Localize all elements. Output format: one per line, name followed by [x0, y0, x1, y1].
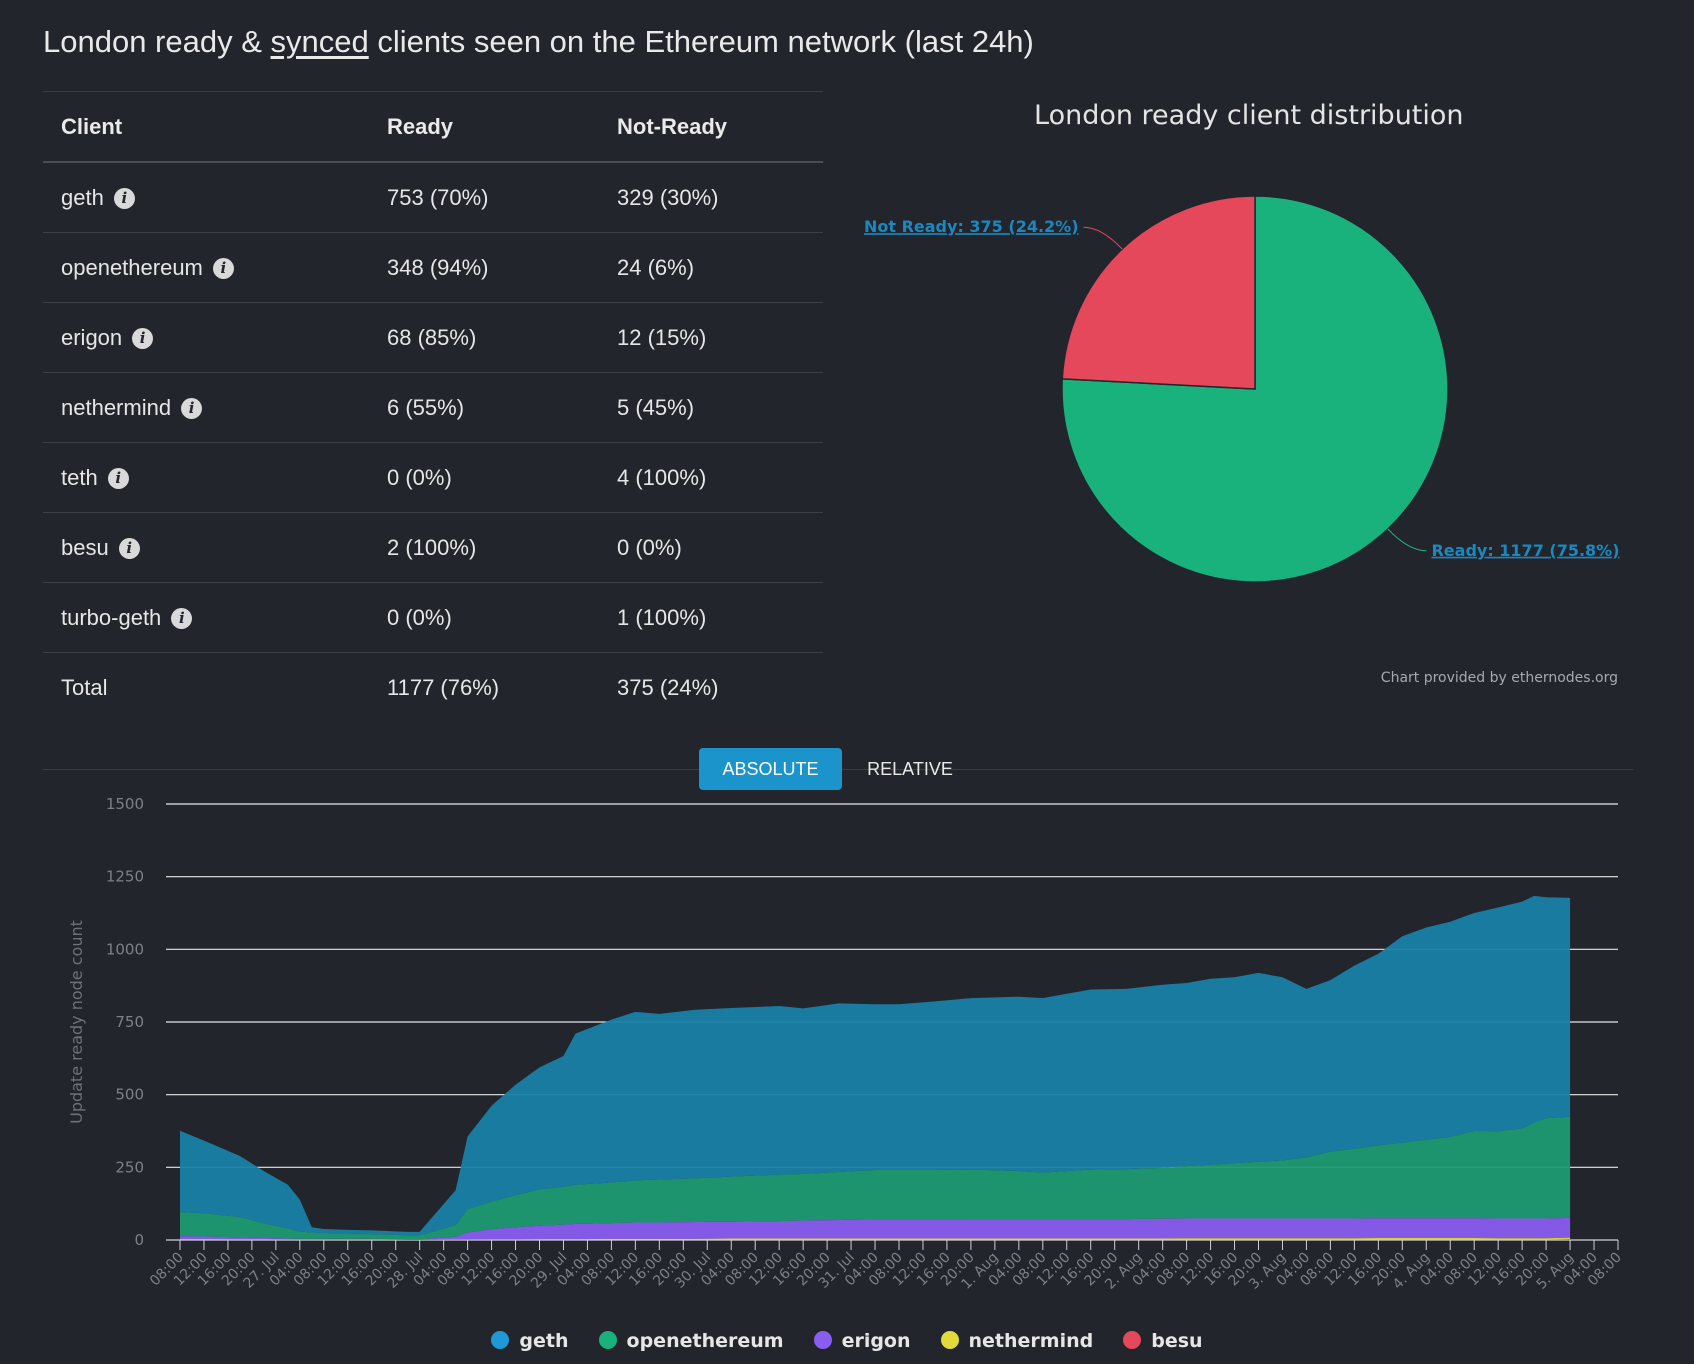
pie-chart: Ready: 1177 (75.8%) Not Ready: 375 (24.2%…: [864, 195, 1620, 583]
page-title: London ready & synced clients seen on th…: [43, 24, 1034, 60]
y-tick-label: 250: [115, 1158, 144, 1176]
legend-item-geth[interactable]: geth: [491, 1330, 569, 1352]
y-tick-label: 1500: [106, 795, 144, 813]
ready-cell: 2 (100%): [369, 512, 599, 583]
client-cell: erigon i: [43, 302, 369, 373]
legend-label: erigon: [841, 1330, 911, 1352]
client-name: openethereum: [61, 254, 203, 280]
info-icon[interactable]: i: [132, 327, 154, 349]
table-row: geth i 753 (70%) 329 (30%): [43, 162, 823, 233]
client-name: erigon: [61, 324, 123, 350]
client-name: teth: [61, 464, 98, 490]
client-name: turbo-geth: [61, 604, 162, 630]
info-icon[interactable]: i: [212, 257, 234, 279]
legend-swatch: [598, 1331, 617, 1349]
not-ready-cell: 24 (6%): [599, 232, 823, 303]
y-tick-label: 500: [115, 1086, 144, 1104]
legend-swatch: [940, 1331, 959, 1349]
legend-label: openethereum: [626, 1330, 784, 1352]
info-icon[interactable]: i: [181, 397, 203, 419]
table-row: besu i 2 (100%) 0 (0%): [43, 512, 823, 583]
legend-label: besu: [1151, 1330, 1203, 1352]
legend-label: geth: [519, 1330, 569, 1352]
total-not-ready: 375 (24%): [617, 674, 719, 700]
not-ready-cell: 1 (100%): [599, 582, 823, 653]
title-prefix: London ready &: [43, 24, 271, 59]
not-ready-cell: 4 (100%): [599, 442, 823, 513]
clients-table: Client Ready Not-Ready geth i 753 (70%) 329…: [43, 91, 823, 722]
synced-link[interactable]: synced: [270, 24, 369, 59]
legend-item-nethermind[interactable]: nethermind: [940, 1330, 1094, 1352]
client-name: nethermind: [61, 394, 172, 420]
pie-slice-not-ready: [1061, 195, 1256, 390]
pie-data-label: Not Ready: 375 (24.2%): [864, 217, 1079, 236]
header-client: Client: [43, 91, 369, 163]
ready-cell: 753 (70%): [369, 162, 599, 233]
client-cell: turbo-geth i: [43, 582, 369, 653]
title-suffix: clients seen on the Ethereum network (la…: [368, 24, 1034, 59]
table-row: erigon i 68 (85%) 12 (15%): [43, 302, 823, 373]
table-row: openethereum i 348 (94%) 24 (6%): [43, 232, 823, 303]
header-not-ready: Not-Ready: [599, 91, 823, 163]
not-ready-cell: 0 (0%): [599, 512, 823, 583]
client-cell: geth i: [43, 162, 369, 233]
ready-cell: 0 (0%): [369, 582, 599, 653]
table-row: teth i 0 (0%) 4 (100%): [43, 442, 823, 513]
header-ready: Ready: [369, 91, 599, 163]
legend-item-openethereum[interactable]: openethereum: [598, 1330, 784, 1352]
legend-item-erigon[interactable]: erigon: [813, 1330, 911, 1352]
client-cell: besu i: [43, 512, 369, 583]
absolute-button[interactable]: ABSOLUTE: [699, 748, 842, 790]
client-cell: openethereum i: [43, 232, 369, 303]
table-header-row: Client Ready Not-Ready: [43, 91, 823, 163]
ready-cell: 0 (0%): [369, 442, 599, 513]
ready-cell: 348 (94%): [369, 232, 599, 303]
pie-connector: [1083, 226, 1123, 250]
table-row: turbo-geth i 0 (0%) 1 (100%): [43, 582, 823, 653]
info-icon[interactable]: i: [113, 187, 135, 209]
total-ready: 1177 (76%): [387, 674, 500, 700]
relative-button[interactable]: RELATIVE: [867, 759, 953, 779]
info-icon[interactable]: i: [107, 467, 129, 489]
area-series-geth: [180, 895, 1571, 1236]
y-tick-label: 0: [134, 1231, 144, 1249]
info-icon[interactable]: i: [171, 607, 193, 629]
table-row-total: Total 1177 (76%) 375 (24%): [43, 653, 823, 723]
y-tick-label: 1000: [106, 940, 144, 958]
client-cell: nethermind i: [43, 372, 369, 443]
client-name: geth: [61, 184, 104, 210]
legend-swatch: [491, 1331, 510, 1349]
client-name: besu: [61, 534, 109, 560]
table-row: nethermind i 6 (55%) 5 (45%): [43, 372, 823, 443]
pie-connector: [1387, 528, 1427, 552]
legend-swatch: [813, 1331, 832, 1349]
area-chart: 0 250 500 750 1000 1250 1500 Update ready node …: [67, 795, 1625, 1293]
y-axis-label: Update ready node count: [67, 920, 86, 1124]
legend-label: nethermind: [968, 1330, 1094, 1352]
y-tick-label: 1250: [106, 868, 144, 886]
y-tick-label: 750: [115, 1013, 144, 1031]
legend-item-besu[interactable]: besu: [1123, 1330, 1203, 1352]
pie-chart-title: London ready client distribution: [1034, 100, 1464, 131]
pie-slice-ready: [1061, 195, 1449, 583]
not-ready-cell: 12 (15%): [599, 302, 823, 373]
ready-cell: 6 (55%): [369, 372, 599, 443]
total-label: Total: [61, 674, 108, 700]
not-ready-cell: 329 (30%): [599, 162, 823, 233]
legend-swatch: [1123, 1331, 1142, 1349]
area-series-openethereum: [180, 1116, 1571, 1240]
info-icon[interactable]: i: [118, 537, 140, 559]
chart-legend: geth openethereum erigon nethermind besu: [0, 1330, 1694, 1352]
area-series-erigon: [180, 1217, 1571, 1240]
table-body: geth i 753 (70%) 329 (30%) openethereum i 348 …: [43, 162, 823, 722]
pie-data-label: Ready: 1177 (75.8%): [1431, 541, 1619, 560]
chart-credit[interactable]: Chart provided by ethernodes.org: [1380, 670, 1618, 686]
not-ready-cell: 5 (45%): [599, 372, 823, 443]
ready-cell: 68 (85%): [369, 302, 599, 373]
client-cell: teth i: [43, 442, 369, 513]
